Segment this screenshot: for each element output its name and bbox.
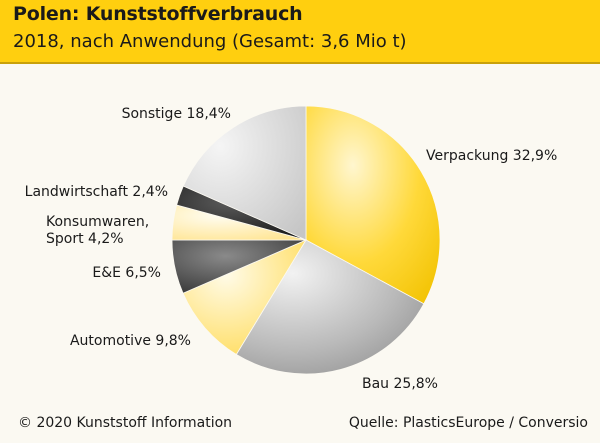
chart-subtitle: 2018, nach Anwendung (Gesamt: 3,6 Mio t) bbox=[13, 31, 407, 52]
label-verpackung: Verpackung 32,9% bbox=[426, 148, 557, 164]
label-landwirtschaft: Landwirtschaft 2,4% bbox=[25, 184, 168, 200]
chart-title: Polen: Kunststoffverbrauch bbox=[13, 3, 303, 25]
source-text: Quelle: PlasticsEurope / Conversio bbox=[348, 415, 588, 431]
slice-sonstige bbox=[182, 105, 307, 241]
label-bau: Bau 25,8% bbox=[362, 376, 438, 392]
slice-verpackung bbox=[305, 105, 441, 305]
slice-automotive bbox=[182, 239, 307, 356]
label-konsumwaren-sport: Konsumwaren, Sport 4,2% bbox=[46, 214, 149, 247]
slice-bau bbox=[235, 239, 425, 375]
label-ee: E&E 6,5% bbox=[92, 265, 161, 281]
copyright-text: © 2020 Kunststoff Information bbox=[18, 415, 233, 431]
label-sonstige: Sonstige 18,4% bbox=[122, 106, 231, 122]
label-automotive: Automotive 9,8% bbox=[70, 333, 191, 349]
header-bar: Polen: Kunststoffverbrauch 2018, nach An… bbox=[0, 0, 600, 64]
